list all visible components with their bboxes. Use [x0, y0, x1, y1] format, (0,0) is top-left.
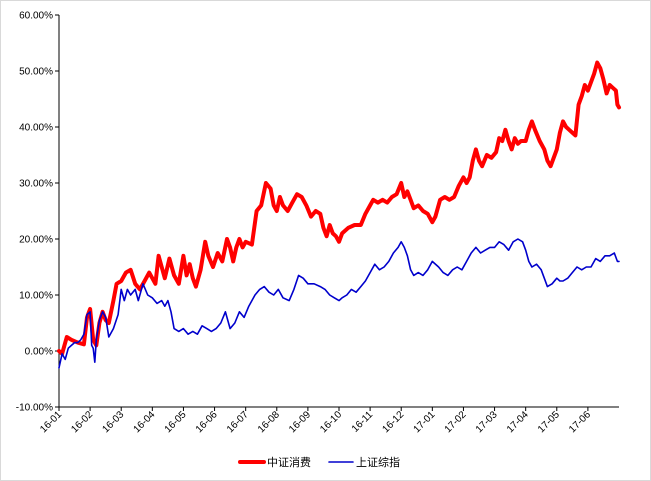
legend-label: 上证综指 — [356, 455, 400, 469]
x-axis: 16-01 16-02 16-03 16-04 16-05 16-06 16-07 16-08… — [38, 406, 619, 435]
y-tick-label: 30.00% — [19, 179, 53, 190]
x-tick-label: 16-07 — [225, 409, 251, 435]
x-tick-label: 16-10 — [318, 409, 344, 435]
series-line-0 — [57, 60, 621, 356]
x-tick-label: 17-03 — [474, 409, 500, 435]
y-tick-label: 60.00% — [19, 11, 53, 22]
legend: 中证消费 上证综指 — [238, 455, 400, 469]
y-tick-label: 40.00% — [19, 123, 53, 134]
x-tick-label: 17-02 — [443, 409, 469, 435]
series-line-1 — [58, 238, 620, 369]
x-tick-label: 16-12 — [380, 409, 406, 435]
x-tick-label: 16-05 — [163, 409, 189, 435]
x-tick-label: 16-06 — [194, 409, 220, 435]
x-tick-label: 16-04 — [132, 409, 158, 435]
y-tick-label: 0.00% — [25, 347, 53, 358]
x-tick-label: 17-04 — [505, 409, 531, 435]
y-tick-label: 50.00% — [19, 67, 53, 78]
x-tick-label: 17-05 — [536, 409, 562, 435]
x-tick-label: 16-09 — [287, 409, 313, 435]
x-tick-label: 16-08 — [256, 409, 282, 435]
x-tick-label: 16-11 — [350, 409, 376, 435]
y-tick-label: 10.00% — [19, 291, 53, 302]
x-tick-label: 16-03 — [100, 409, 126, 435]
legend-label: 中证消费 — [267, 455, 311, 469]
y-axis: -10.00% 0.00% 10.00% 20.00% 30.00% 40.00% 50.0… — [16, 11, 60, 414]
x-tick-label: 17-06 — [567, 409, 593, 435]
x-tick-label: 16-02 — [69, 409, 95, 435]
y-tick-label: 20.00% — [19, 235, 53, 246]
x-tick-label: 17-01 — [412, 409, 438, 435]
y-tick-label: -10.00% — [16, 403, 53, 414]
series-group — [57, 60, 621, 369]
